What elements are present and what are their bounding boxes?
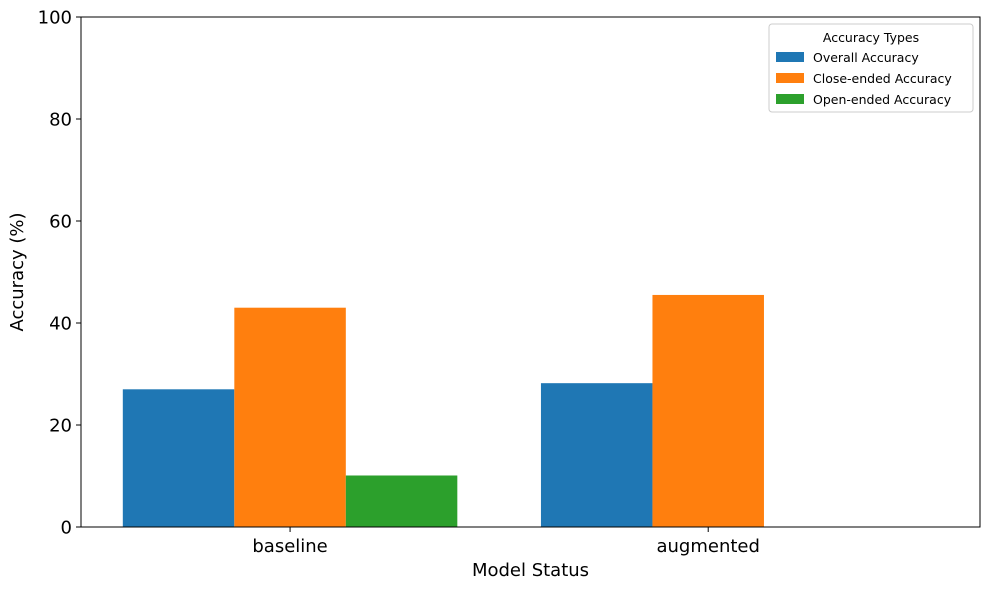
legend-label-overall: Overall Accuracy xyxy=(813,50,919,65)
bar-overall-accuracy-baseline xyxy=(122,389,235,527)
x-axis-title: Model Status xyxy=(472,560,589,581)
legend-title: Accuracy Types xyxy=(823,30,919,45)
x-tick-label-baseline: baseline xyxy=(252,536,327,557)
y-axis: 0 20 40 60 80 100 xyxy=(38,8,81,539)
bar-overall-accuracy-augmented xyxy=(540,383,653,527)
y-tick-label: 80 xyxy=(49,110,72,131)
legend-label-close-ended: Close-ended Accuracy xyxy=(813,71,952,86)
legend-label-open-ended: Open-ended Accuracy xyxy=(813,92,952,107)
y-tick-label: 60 xyxy=(49,212,72,233)
y-tick-label: 100 xyxy=(38,8,72,29)
y-axis-title: Accuracy (%) xyxy=(7,212,28,331)
y-tick-label: 0 xyxy=(61,518,72,539)
legend-swatch-overall xyxy=(776,52,804,62)
bar-open-ended-accuracy-baseline xyxy=(345,475,458,527)
x-tick-label-augmented: augmented xyxy=(656,536,759,557)
y-tick-label: 40 xyxy=(49,314,72,335)
y-tick-label: 20 xyxy=(49,416,72,437)
legend: Accuracy Types Overall Accuracy Close-en… xyxy=(768,23,974,113)
legend-frame xyxy=(768,23,974,113)
bar-close-ended-accuracy-augmented xyxy=(652,294,764,527)
bar-close-ended-accuracy-baseline xyxy=(234,307,346,527)
plot-frame xyxy=(80,16,981,528)
bars xyxy=(122,294,764,527)
x-axis: baseline augmented xyxy=(252,527,760,557)
legend-swatch-close-ended xyxy=(776,73,804,83)
legend-swatch-open-ended xyxy=(776,94,804,104)
